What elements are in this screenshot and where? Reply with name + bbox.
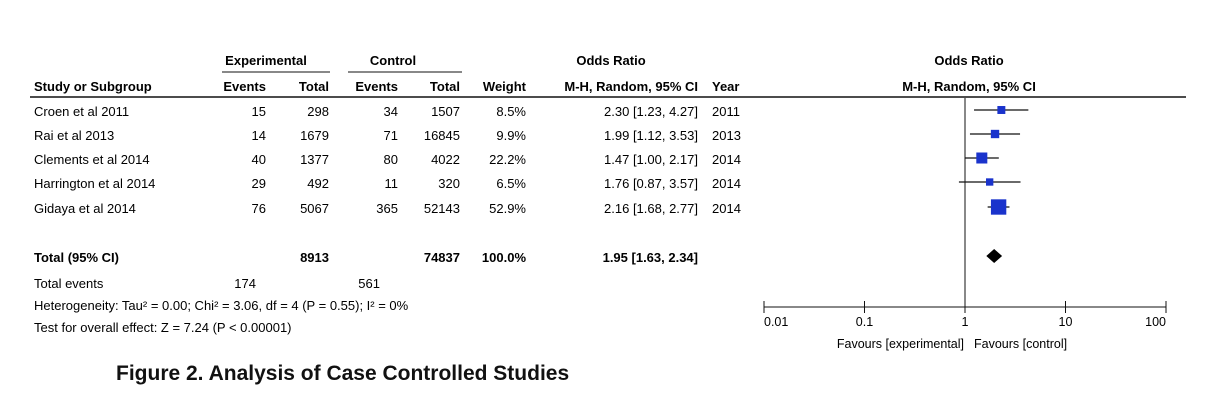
study-name: Gidaya et al 2014	[34, 201, 136, 216]
favours-control-label: Favours [control]	[974, 337, 1067, 351]
exp-events: 76	[252, 201, 266, 216]
figure-caption: Figure 2. Analysis of Case Controlled St…	[116, 362, 570, 385]
ctl-events: 34	[384, 104, 398, 119]
study-name: Croen et al 2011	[34, 104, 129, 119]
study-or: 2.30 [1.23, 4.27]	[604, 104, 698, 119]
total-events-label: Total events	[34, 276, 104, 291]
forest-plot-area: 0.01 0.1 1 10 100	[763, 98, 1167, 329]
total-exp-total: 8913	[300, 250, 329, 265]
header-control: Control	[370, 53, 416, 68]
study-or: 2.16 [1.68, 2.77]	[604, 201, 698, 216]
exp-events: 40	[252, 152, 266, 167]
header-experimental: Experimental	[225, 53, 307, 68]
study-year: 2014	[712, 201, 741, 216]
total-row: Total (95% CI) 8913 74837 100.0% 1.95 [1…	[34, 250, 698, 265]
study-point-estimate	[997, 106, 1006, 114]
study-weight: 52.9%	[489, 201, 526, 216]
study-row: Croen et al 2011 15 298 34 1507 8.5% 2.3…	[34, 104, 740, 119]
exp-total: 1377	[300, 152, 329, 167]
x-tick-label: 0.01	[764, 315, 788, 329]
exp-events: 15	[252, 104, 266, 119]
study-or: 1.76 [0.87, 3.57]	[604, 176, 698, 191]
study-point-estimate	[990, 199, 1007, 215]
study-weight: 22.2%	[489, 152, 526, 167]
study-name: Clements et al 2014	[34, 152, 150, 167]
study-row: Clements et al 2014 40 1377 80 4022 22.2…	[34, 152, 741, 167]
overall-effect-text: Test for overall effect: Z = 7.24 (P < 0…	[34, 320, 292, 335]
total-weight: 100.0%	[482, 250, 527, 265]
ctl-total: 320	[438, 176, 460, 191]
study-point-estimate	[976, 152, 988, 164]
exp-total: 298	[307, 104, 329, 119]
plot-header-title: Odds Ratio	[934, 53, 1003, 68]
total-label: Total (95% CI)	[34, 250, 119, 265]
study-row: Rai et al 2013 14 1679 71 16845 9.9% 1.9…	[34, 128, 741, 143]
col-exp-total: Total	[299, 79, 329, 94]
study-point-estimate	[986, 178, 994, 186]
study-row: Harrington et al 2014 29 492 11 320 6.5%…	[34, 176, 741, 191]
study-weight: 9.9%	[496, 128, 526, 143]
study-year: 2014	[712, 152, 741, 167]
col-exp-events: Events	[223, 79, 266, 94]
ctl-total: 1507	[431, 104, 460, 119]
total-events-exp: 174	[234, 276, 256, 291]
x-tick-label: 10	[1059, 315, 1073, 329]
study-year: 2013	[712, 128, 741, 143]
x-tick-label: 0.1	[856, 315, 873, 329]
ctl-events: 80	[384, 152, 398, 167]
col-or: M-H, Random, 95% CI	[564, 79, 698, 94]
col-study: Study or Subgroup	[34, 79, 152, 94]
col-year: Year	[712, 79, 739, 94]
total-ctl-total: 74837	[424, 250, 460, 265]
study-name: Rai et al 2013	[34, 128, 114, 143]
x-tick-label: 100	[1145, 315, 1166, 329]
total-events-row: Total events 174 561	[34, 276, 380, 291]
ctl-total: 52143	[424, 201, 460, 216]
favours-experimental-label: Favours [experimental]	[837, 337, 964, 351]
total-events-ctl: 561	[358, 276, 380, 291]
ctl-events: 11	[385, 176, 399, 191]
study-point-estimate	[990, 129, 1000, 139]
col-ctl-total: Total	[430, 79, 460, 94]
summary-diamond	[986, 249, 1003, 263]
plot-header-method: M-H, Random, 95% CI	[902, 79, 1036, 94]
ctl-total: 16845	[424, 128, 460, 143]
study-year: 2011	[712, 104, 740, 119]
ctl-events: 365	[376, 201, 398, 216]
ctl-events: 71	[384, 128, 398, 143]
heterogeneity-text: Heterogeneity: Tau² = 0.00; Chi² = 3.06,…	[34, 298, 409, 313]
total-or: 1.95 [1.63, 2.34]	[603, 250, 698, 265]
study-markers	[958, 106, 1029, 215]
exp-total: 1679	[300, 128, 329, 143]
study-year: 2014	[712, 176, 741, 191]
exp-events: 14	[252, 128, 266, 143]
header-odds-ratio: Odds Ratio	[576, 53, 645, 68]
col-weight: Weight	[483, 79, 527, 94]
exp-total: 5067	[300, 201, 329, 216]
study-weight: 8.5%	[496, 104, 526, 119]
exp-total: 492	[307, 176, 329, 191]
study-weight: 6.5%	[496, 176, 526, 191]
study-row: Gidaya et al 2014 76 5067 365 52143 52.9…	[34, 201, 741, 216]
x-axis-ticks: 0.01 0.1 1 10 100	[763, 301, 1167, 329]
study-name: Harrington et al 2014	[34, 176, 155, 191]
col-ctl-events: Events	[355, 79, 398, 94]
ctl-total: 4022	[431, 152, 460, 167]
study-or: 1.47 [1.00, 2.17]	[604, 152, 698, 167]
exp-events: 29	[252, 176, 266, 191]
x-tick-label: 1	[962, 315, 969, 329]
study-or: 1.99 [1.12, 3.53]	[604, 128, 698, 143]
